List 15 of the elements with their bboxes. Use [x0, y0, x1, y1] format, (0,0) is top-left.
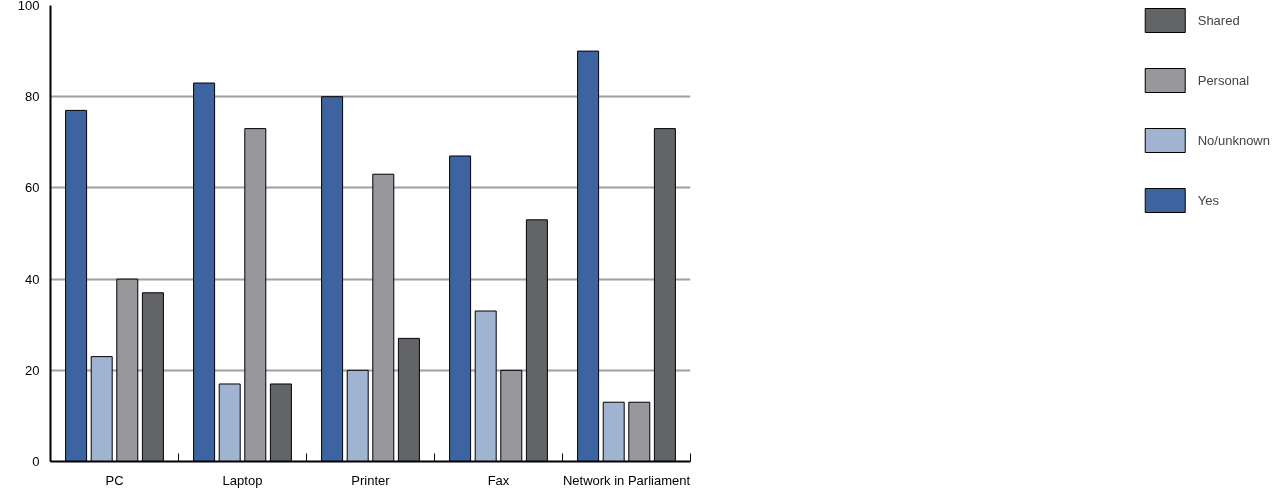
y-tick-label: 80: [25, 89, 40, 105]
y-tick-label: 40: [25, 271, 40, 287]
legend-label: Shared: [1197, 12, 1240, 28]
y-tick-label: 0: [32, 454, 40, 469]
y-tick-label: 100: [17, 0, 40, 13]
legend-label: Personal: [1197, 72, 1250, 88]
y-tick-label: 20: [25, 362, 40, 378]
x-tick-label: Network in Parliament: [562, 472, 691, 488]
x-tick-label: PC: [105, 472, 124, 488]
legend-label: No/unknown: [1197, 132, 1270, 148]
x-tick-label: Printer: [351, 472, 391, 488]
x-tick-label: Laptop: [222, 472, 263, 488]
legend-label: Yes: [1197, 192, 1219, 208]
y-tick-label: 60: [25, 180, 40, 196]
x-tick-label: Fax: [487, 472, 510, 488]
